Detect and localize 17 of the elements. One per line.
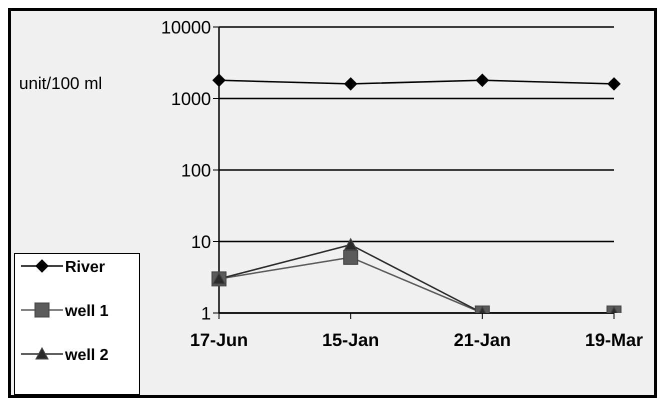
y-tick-label: 1	[200, 303, 211, 324]
legend-label: River	[65, 258, 106, 278]
y-tick-label: 100	[180, 160, 211, 180]
point	[344, 77, 358, 90]
legend-label: well 1	[65, 302, 109, 322]
x-tick-label: 17-Jun	[190, 330, 248, 350]
x-tick-label: 19-Mar	[584, 330, 644, 350]
y-tick-label: 10	[190, 232, 211, 252]
y-axis-title: unit/100 ml	[19, 74, 102, 93]
x-tick-label: 21-Jan	[454, 330, 511, 350]
y-tick-label: 10000	[160, 17, 211, 38]
y-tick-label: 1000	[170, 88, 211, 109]
legend-label: well 2	[65, 346, 109, 366]
point	[608, 77, 620, 90]
point	[212, 74, 226, 87]
point	[476, 74, 489, 87]
x-tick-label: 15-Jan	[322, 330, 380, 350]
